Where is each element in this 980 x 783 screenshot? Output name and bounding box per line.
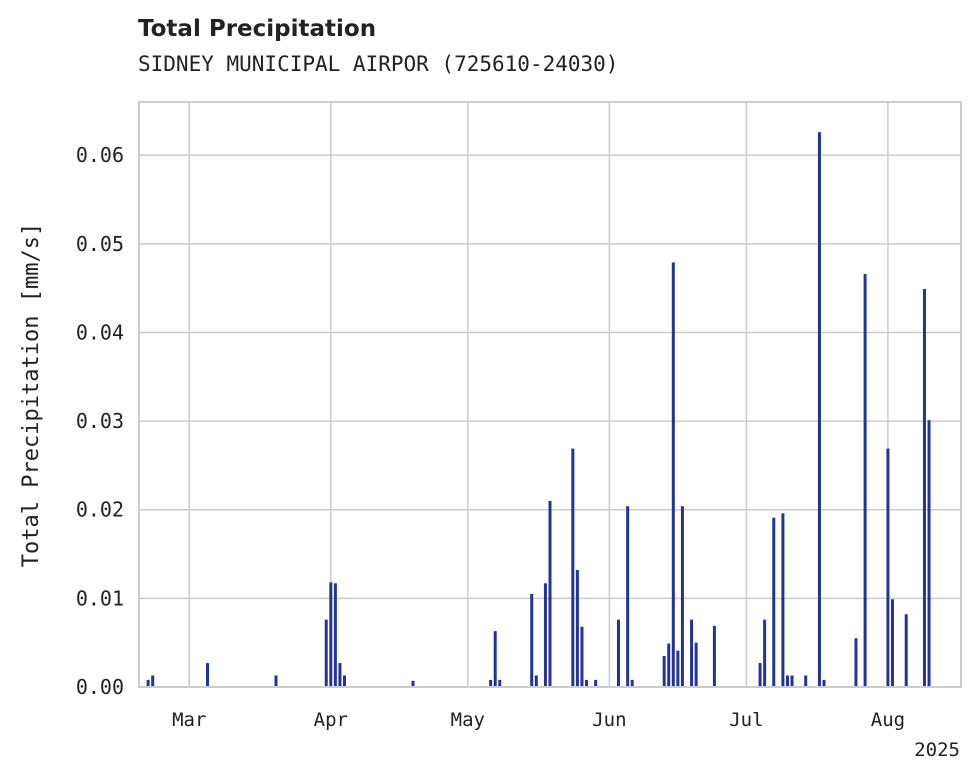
y-tick-label: 0.05 [76,232,124,256]
precipitation-bar [630,679,634,687]
precipitation-bar [863,273,867,687]
precipitation-bar [758,663,762,687]
precipitation-bar [580,626,584,687]
precipitation-bar [927,420,931,687]
precipitation-bar [804,675,808,687]
y-tick-label: 0.03 [76,409,124,433]
precipitation-bar [548,500,552,687]
precipitation-bar [206,663,209,687]
precipitation-bar [785,675,789,687]
precipitation-bar [617,619,620,687]
chart-subtitle: SIDNEY MUNICIPAL AIRPOR (725610-24030) [138,52,619,76]
precipitation-bar [817,132,821,688]
precipitation-bar [854,638,858,687]
precipitation-bar [626,506,630,687]
precipitation-bar [575,570,579,687]
precipitation-bar [772,517,776,687]
precipitation-bar [571,448,575,687]
precipitation-bar [146,679,150,687]
precipitation-bar [676,650,680,687]
precipitation-bar [530,593,534,687]
x-tick-label: May [451,709,485,731]
x-tick-label: Mar [172,709,206,731]
x-tick-label: Jul [729,709,763,731]
x-tick-label: Aug [871,709,905,731]
precipitation-bar [662,655,666,687]
precipitation-bar [493,631,497,687]
y-tick-label: 0.01 [76,586,124,610]
precipitation-bar [274,675,278,687]
precipitation-bar [922,289,926,687]
plot-frame [138,101,962,688]
precipitation-bar [333,583,337,687]
precipitation-bar [822,679,826,687]
precipitation-bar [338,663,342,687]
precipitation-bar [763,619,767,687]
year-label: 2025 [914,739,960,761]
precipitation-bar [489,679,493,687]
precipitation-bar [712,625,716,687]
x-tick-label: Jun [592,709,626,731]
precipitation-bar [667,643,671,687]
precipitation-bar [329,582,333,687]
precipitation-bar [886,448,890,687]
precipitation-bar [694,642,698,687]
x-tick-label: Apr [314,709,348,731]
precipitation-bar [543,583,547,687]
precipitation-bar [324,619,328,687]
precipitation-bar [790,675,794,687]
y-tick-label: 0.00 [76,675,124,699]
precipitation-bar [343,675,346,687]
tick-labels: 0.00 0.01 0.02 0.03 0.04 0.05 0.06 Mar Apr May Jun… [76,143,905,731]
precipitation-bar [594,679,598,687]
precipitation-bar [585,679,589,687]
y-axis-label: Total Precipitation [mm/s] [19,223,44,567]
precipitation-bar [690,619,694,687]
y-tick-label: 0.06 [76,143,124,167]
precipitation-bar [671,262,675,687]
bars [146,132,931,688]
y-tick-label: 0.04 [76,320,124,344]
precipitation-bar [411,680,415,687]
grid [139,102,961,688]
precipitation-bar [498,679,502,687]
precipitation-bar [534,675,538,687]
y-tick-label: 0.02 [76,498,124,522]
precipitation-bar [151,675,155,687]
precipitation-bar [904,614,908,687]
precipitation-bar [781,513,785,687]
chart-title: Total Precipitation [138,16,377,42]
precipitation-bar [891,599,894,687]
precipitation-bar [680,506,684,687]
